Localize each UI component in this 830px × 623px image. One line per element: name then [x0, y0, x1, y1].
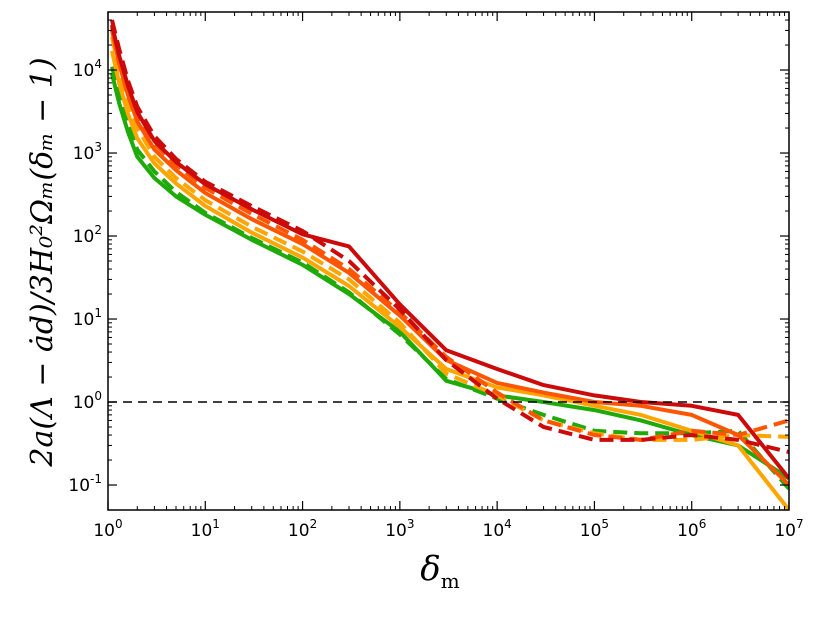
y-tick-label: 101 — [73, 306, 102, 330]
y-tick-label: 104 — [73, 57, 102, 81]
y-tick-label: 100 — [73, 389, 102, 413]
series-line-7 — [110, 24, 789, 480]
x-tick-label: 107 — [774, 517, 803, 541]
y-tick-label: 102 — [73, 223, 102, 247]
x-axis-label-main: δ — [420, 549, 440, 589]
series-line-6 — [110, 26, 789, 442]
series-line-5 — [110, 29, 789, 487]
x-tick-label: 105 — [580, 517, 609, 541]
series-line-1 — [110, 73, 789, 481]
y-axis-label: 2a(Λ − ȧd)/3H₀²Ωₘ(δₘ − 1) — [25, 57, 60, 467]
x-tick-label: 106 — [677, 517, 706, 541]
x-axis-label: δm — [420, 549, 459, 593]
y-tick-label: 10-1 — [68, 472, 102, 496]
series-layer — [110, 19, 789, 510]
y-tick-label: 103 — [73, 140, 102, 164]
x-tick-label: 104 — [483, 517, 512, 541]
series-line-8 — [110, 19, 789, 454]
x-axis-label-sub: m — [441, 569, 460, 593]
x-tick-label: 103 — [385, 517, 414, 541]
x-tick-label: 101 — [191, 517, 220, 541]
series-line-2 — [110, 66, 789, 491]
x-tick-label: 102 — [288, 517, 317, 541]
series-line-4 — [110, 36, 789, 442]
series-line-3 — [110, 50, 789, 510]
tick-layer: 100 101 102 103 104 105 106 107 10-1 100 101 102 103… — [68, 11, 804, 541]
x-tick-label: 100 — [93, 517, 122, 541]
